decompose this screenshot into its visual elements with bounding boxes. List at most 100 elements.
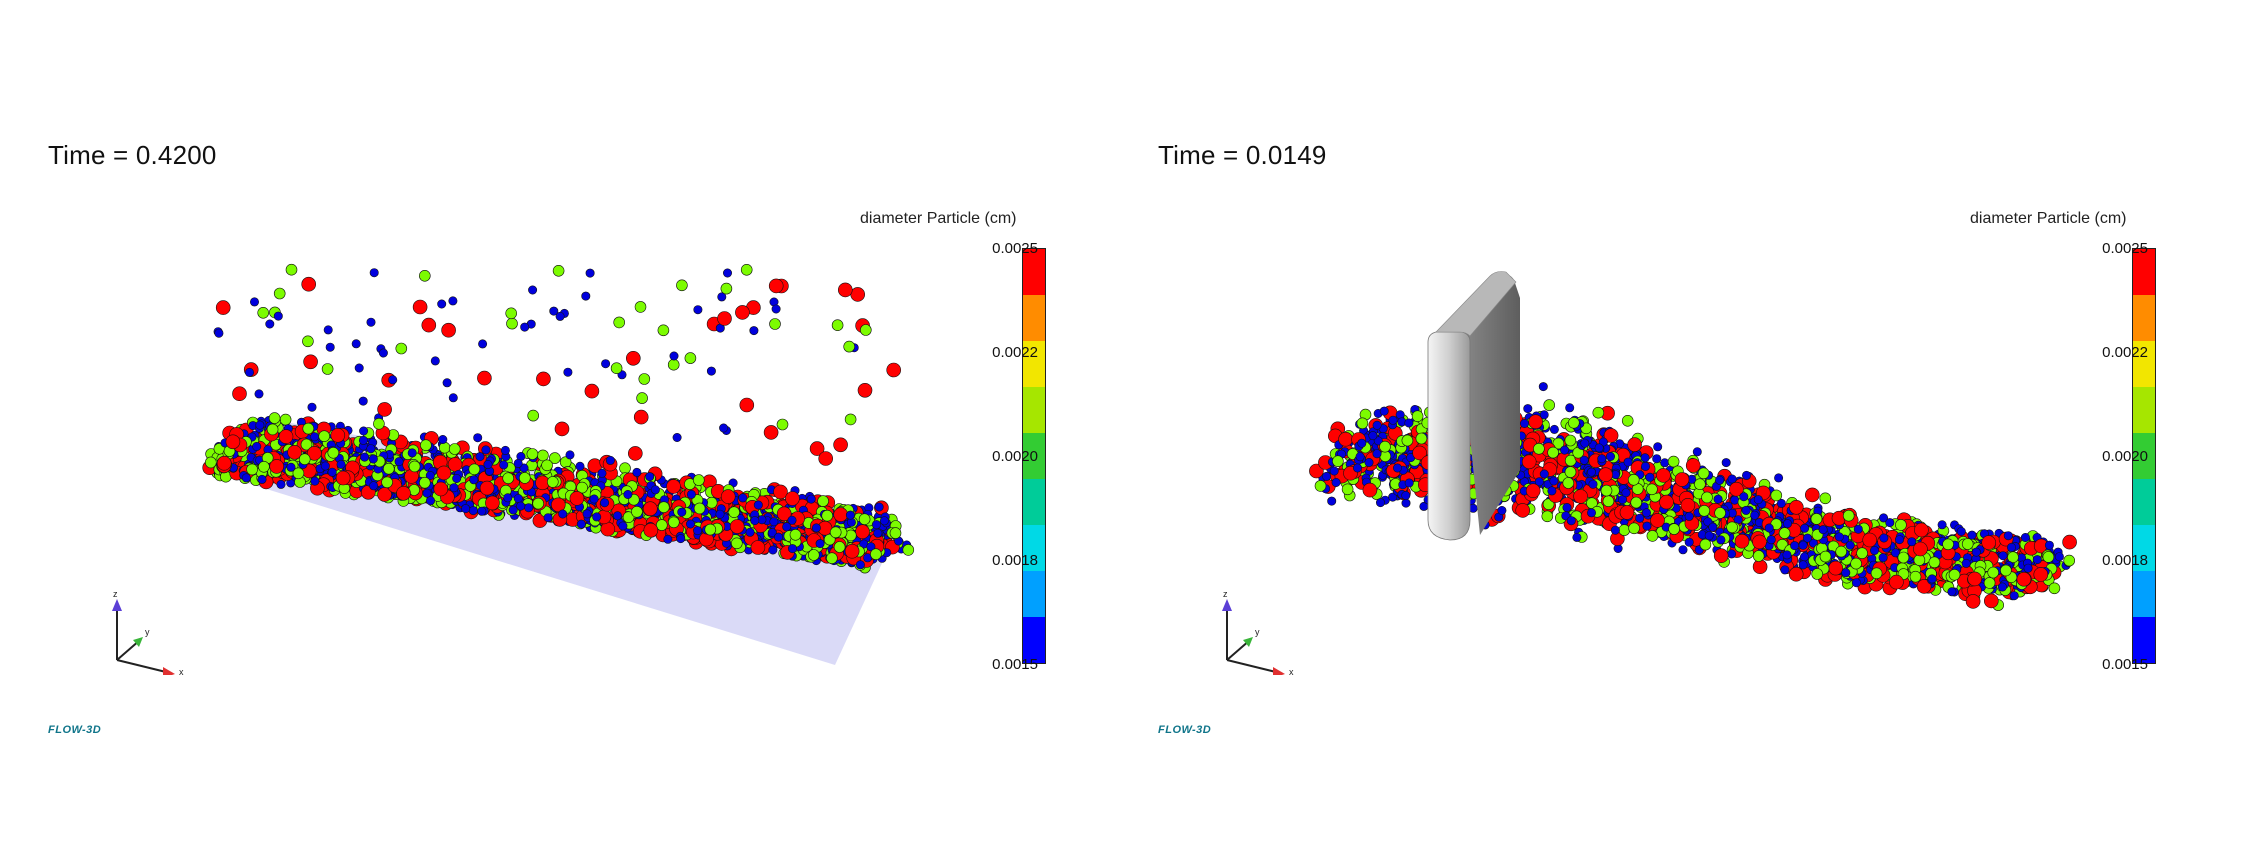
particle [506,317,518,330]
particle [1341,483,1354,496]
particle [1534,477,1544,487]
particle [1798,560,1808,570]
particle [1983,593,1999,609]
particle [676,279,688,292]
particle [1372,420,1382,430]
particle [554,421,570,437]
particle [873,528,883,538]
particle [1659,494,1674,510]
particle [874,502,884,512]
particle [276,479,286,489]
particle [589,494,599,504]
particle [1356,417,1369,430]
particle [468,506,478,516]
particle [215,300,231,315]
particle [502,472,515,485]
particle [753,500,763,510]
particle [576,519,586,529]
particle [657,501,670,514]
particle [1603,428,1619,443]
particle [1694,478,1706,491]
particle [1338,431,1353,447]
particle [1641,508,1651,518]
particle [298,453,311,466]
particle [1549,424,1559,434]
particle [477,370,492,386]
particle [526,448,539,460]
particle [473,433,483,443]
particle [613,316,626,329]
particle [597,468,607,478]
particle [1521,454,1537,470]
axis-x-label: x [179,667,184,675]
particle [323,325,333,335]
particle [1692,447,1702,457]
particle [438,441,451,454]
particle [818,451,834,466]
particle [255,420,265,430]
particle [1828,560,1844,576]
particle [685,519,695,529]
particle [1630,496,1643,509]
particle [483,459,493,469]
particle [302,422,315,435]
particle [1983,577,1996,589]
particle [1678,545,1688,555]
particle [720,489,736,504]
particle [1519,418,1529,428]
particle [1894,535,1904,545]
particle [634,301,647,313]
particle [303,354,318,370]
particle [216,455,232,471]
particle [420,439,432,452]
particle [720,282,733,295]
particle [739,397,755,413]
particle [481,445,491,455]
particle [388,375,398,385]
colorbar-tick-max: 0.0025 [992,240,1038,257]
particle [632,467,642,477]
particle [448,443,461,455]
particle [728,506,740,519]
particle [1533,442,1545,455]
particle [1610,525,1620,535]
particle [837,282,853,298]
particle [787,515,797,525]
particle [2007,551,2019,564]
particle [740,263,753,276]
particle [1375,498,1385,508]
particle [693,502,706,515]
particle [214,328,224,338]
particle [1618,524,1631,536]
particle [1388,492,1398,502]
colorbar-tick: 0.0022 [992,344,1038,361]
particle [850,287,866,302]
particle [250,297,260,307]
particle [549,306,559,316]
particle [738,493,748,503]
particle [2003,531,2013,541]
particle [1851,578,1861,588]
particle [1642,521,1652,531]
particle [273,311,283,321]
particle [1684,537,1694,547]
particle [1799,552,1809,562]
particle [612,511,622,521]
particle [369,481,379,491]
axis-z-label: z [113,589,118,599]
particle [1314,480,1327,492]
particle [358,435,368,445]
particle [302,335,314,348]
particle [1528,414,1543,430]
particle [485,495,500,511]
particle [565,450,575,460]
particle [769,318,781,330]
particle [676,534,686,544]
particle [1565,403,1575,413]
axis-y-label: y [145,627,150,637]
particle [605,455,615,465]
particle-scene [1309,271,2077,611]
particle [1841,568,1851,578]
particle [1653,442,1663,452]
particle [1404,418,1414,428]
